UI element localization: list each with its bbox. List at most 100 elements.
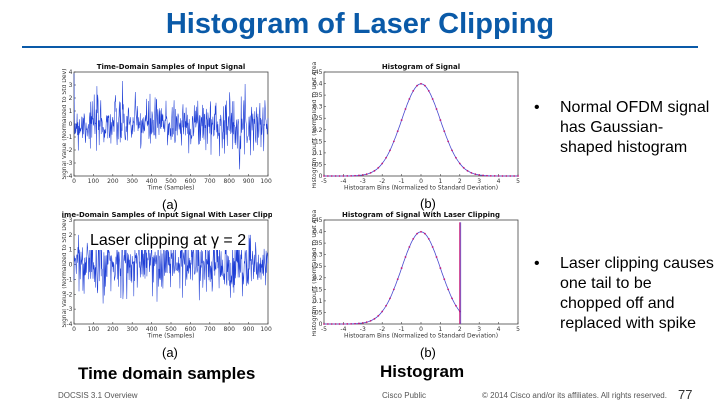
y-tick-label: 0 [69, 121, 73, 128]
bullet-text: Normal OFDM signal has Gaussian-shaped h… [560, 99, 710, 156]
x-tick-label: 600 [185, 178, 197, 185]
histogram-point [389, 149, 391, 152]
histogram-point [365, 173, 368, 176]
x-tick-label: 1 [438, 326, 442, 333]
histogram-point [443, 130, 446, 133]
y-tick-label: 0.25 [312, 263, 323, 270]
histogram-point [354, 322, 356, 325]
x-tick-label: 3 [477, 326, 481, 333]
y-tick-label: 0.45 [312, 69, 323, 76]
histogram-point [408, 246, 411, 248]
x-tick-label: 100 [88, 178, 100, 185]
x-tick-label: 2 [458, 178, 462, 185]
histogram-point [400, 119, 403, 121]
histogram-point [439, 267, 442, 269]
bullet-laser-clipping: • Laser clipping causes one tail to be c… [534, 254, 714, 334]
y-tick-label: 3 [69, 82, 73, 89]
footer-left: DOCSIS 3.1 Overview [58, 391, 138, 400]
histogram-point [478, 174, 481, 176]
y-tick-label: 0 [319, 321, 323, 328]
histogram-point [377, 314, 380, 317]
x-tick-label: -4 [340, 326, 346, 333]
clipping-overlay-label: Laser clipping at γ = 2 [88, 232, 249, 250]
x-tick-label: 300 [126, 326, 138, 333]
x-tick-label: -2 [379, 178, 385, 185]
histogram-point [369, 319, 372, 322]
histogram-point [400, 267, 403, 269]
histogram-point [346, 175, 349, 177]
histogram-point [435, 108, 438, 110]
histogram-point [404, 108, 407, 110]
histogram-point [389, 297, 391, 300]
histogram-point [412, 237, 415, 240]
x-axis-label: Time (Samples) [147, 185, 195, 191]
x-tick-label: 0 [419, 326, 423, 333]
y-tick-label: -1 [67, 276, 73, 283]
histogram-point [435, 256, 438, 258]
y-tick-label: 0.4 [313, 81, 323, 88]
plot-frame [323, 71, 519, 177]
histogram-point [447, 288, 450, 291]
y-tick-label: 0.45 [312, 217, 323, 224]
chart-svg: Histogram of Signal With Laser Clipping 0… [312, 210, 520, 339]
histogram-point [361, 174, 364, 176]
x-axis-label: Histogram Bins (Normalized to Standard D… [344, 185, 498, 191]
histogram-point [420, 82, 422, 85]
chart-histogram-input: Histogram of Signal 0 0.05 0.1 0.15 0.2 0.25 0.… [312, 62, 522, 190]
histogram-point [501, 175, 504, 177]
x-tick-label: -3 [360, 178, 366, 185]
y-tick-label: 0.35 [312, 92, 323, 99]
y-tick-label: 2 [69, 95, 73, 102]
histogram-point [423, 232, 426, 235]
plot-frame [73, 71, 269, 177]
x-tick-label: 900 [243, 326, 255, 333]
x-axis-label: Time (Samples) [147, 333, 195, 339]
y-tick-label: 0.25 [312, 115, 323, 122]
chart-svg: Time-Domain Samples of Input Signal With… [62, 211, 272, 339]
histogram-point [517, 175, 519, 177]
histogram-point [396, 130, 399, 133]
histogram-point [416, 232, 419, 235]
histogram-point [423, 84, 426, 87]
chart-title: Histogram of Signal With Laser Clipping [342, 211, 500, 219]
histogram-point [470, 171, 473, 174]
histogram-point [451, 149, 453, 152]
histogram-point [427, 89, 430, 92]
x-tick-label: 800 [223, 326, 235, 333]
histogram-point [334, 323, 337, 325]
chart-time-domain-clipped: Time-Domain Samples of Input Signal With… [62, 210, 272, 338]
histogram-point [447, 140, 450, 143]
histogram-point [455, 304, 457, 307]
slide-title: Histogram of Laser Clipping [165, 8, 555, 40]
histogram-point [420, 230, 422, 233]
chart-time-domain-input: Time-Domain Samples of Input Signal -4 -3 -… [62, 62, 272, 190]
histogram-point [342, 323, 345, 325]
x-tick-label: 600 [185, 326, 197, 333]
y-tick-label: 0 [69, 262, 73, 269]
x-tick-label: -1 [399, 178, 405, 185]
y-tick-label: 0.3 [313, 252, 323, 259]
histogram-point [416, 84, 419, 87]
x-tick-label: 100 [88, 326, 100, 333]
histogram-point [392, 140, 395, 143]
histogram-point [377, 166, 380, 169]
histogram-point [385, 156, 387, 159]
histogram-point [373, 169, 376, 172]
histogram-point [431, 98, 434, 100]
histogram-point [358, 174, 360, 177]
histogram-point [323, 323, 325, 325]
histogram-point [385, 304, 387, 307]
x-tick-label: 1000 [260, 178, 272, 185]
histogram-point [489, 174, 492, 177]
histogram-point [350, 322, 353, 325]
y-axis-label: Histogram Count (Normalized to Unit Area… [312, 210, 318, 337]
footer-center: Cisco Public [382, 391, 427, 400]
y-tick-label: 0.05 [312, 161, 323, 168]
y-tick-label: 0.3 [313, 104, 323, 111]
chart-histogram-clipped: Histogram of Signal With Laser Clipping 0… [312, 210, 522, 338]
x-tick-label: 300 [126, 178, 138, 185]
y-tick-label: 1 [69, 108, 73, 115]
y-tick-label: 0.15 [312, 286, 323, 293]
histogram-point [513, 175, 516, 177]
x-axis-label: Histogram Bins (Normalized to Standard D… [344, 333, 498, 339]
